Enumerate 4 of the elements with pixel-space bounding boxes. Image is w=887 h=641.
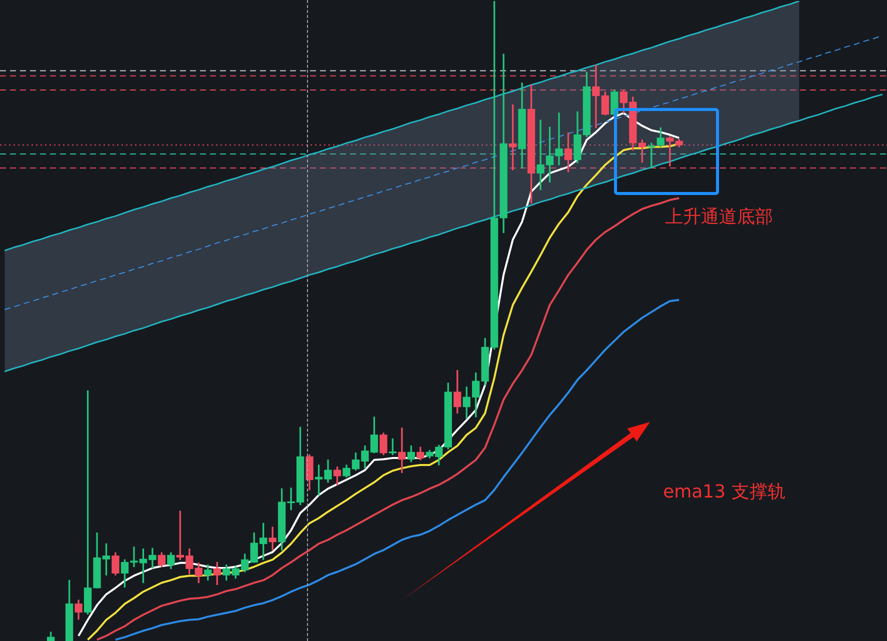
annotation: 上升通道底部 (665, 206, 773, 228)
candlestick (268, 526, 276, 550)
annotation: ema13 支撑轨 (663, 482, 786, 503)
candlestick (398, 428, 406, 474)
